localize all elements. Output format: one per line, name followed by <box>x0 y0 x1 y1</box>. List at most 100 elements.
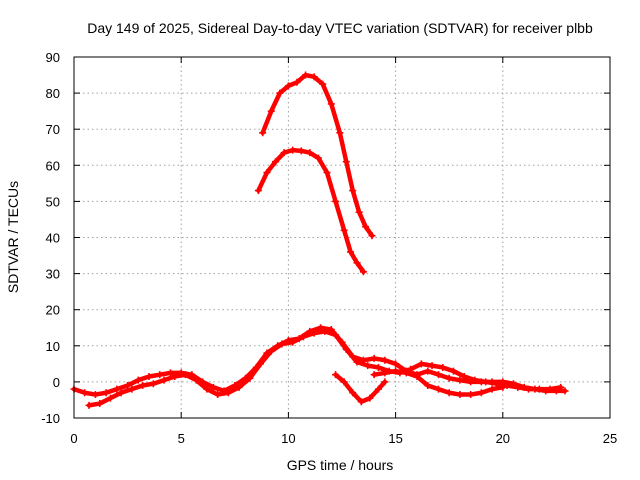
data-point-plus <box>327 100 335 108</box>
data-point-plus <box>340 226 348 234</box>
data-point-plus <box>235 383 243 391</box>
x-tick-label: 0 <box>70 431 77 446</box>
axis-ticks: 0 5 10 15 20 25 -10 0 10 20 30 40 50 60 70 80 90 <box>41 50 617 446</box>
data-point-plus <box>424 382 432 390</box>
data-point-plus <box>456 391 464 399</box>
data-point-plus <box>417 360 425 368</box>
data-point-plus <box>546 385 554 393</box>
data-point-plus <box>267 107 275 115</box>
data-point-plus <box>209 383 217 391</box>
data-point-plus <box>535 385 543 393</box>
series-track-track-low-b <box>86 329 563 408</box>
data-point-plus <box>449 367 457 375</box>
data-point-plus <box>128 385 136 393</box>
data-point-plus <box>306 149 314 157</box>
x-tick-label: 5 <box>178 431 185 446</box>
data-point-plus <box>368 232 376 240</box>
data-point-plus <box>424 367 432 375</box>
data-point-plus <box>293 78 301 86</box>
data-point-plus <box>359 268 367 276</box>
data-point-plus <box>342 158 350 166</box>
data-point-plus <box>160 376 168 384</box>
data-point-plus <box>381 369 389 377</box>
data-point-plus <box>456 376 464 384</box>
y-tick-label: 0 <box>53 375 60 390</box>
data-point-plus <box>145 372 153 380</box>
y-axis-label: SDTVAR / TECUs <box>5 181 21 293</box>
x-tick-label: 20 <box>496 431 510 446</box>
data-point-plus <box>289 146 297 154</box>
data-point-plus <box>85 401 93 409</box>
x-tick-label: 15 <box>388 431 402 446</box>
data-point-plus <box>310 329 318 337</box>
data-point-plus <box>492 380 500 388</box>
x-tick-label: 10 <box>281 431 295 446</box>
y-tick-label: 90 <box>46 50 60 65</box>
data-point-plus <box>276 89 284 97</box>
data-point-plus <box>557 383 565 391</box>
series-track-track-peak-64 <box>256 147 366 275</box>
data-point-plus <box>214 391 222 399</box>
data-point-plus <box>314 154 322 162</box>
y-tick-label: 80 <box>46 86 60 101</box>
y-tick-label: 40 <box>46 231 60 246</box>
data-point-plus <box>181 371 189 379</box>
data-point-plus <box>299 333 307 341</box>
data-point-plus <box>366 394 374 402</box>
y-tick-label: 20 <box>46 303 60 318</box>
data-point-plus <box>349 389 357 397</box>
grid <box>74 57 610 418</box>
data-point-plus <box>499 383 507 391</box>
data-point-plus <box>332 371 340 379</box>
y-tick-label: -10 <box>41 411 60 426</box>
y-tick-label: 70 <box>46 122 60 137</box>
data-point-plus <box>407 365 415 373</box>
data-point-plus <box>156 371 164 379</box>
data-point-plus <box>117 389 125 397</box>
data-point-plus <box>203 385 211 393</box>
data-point-plus <box>357 398 365 406</box>
data-point-plus <box>392 367 400 375</box>
data-point-plus <box>224 389 232 397</box>
data-point-plus <box>284 82 292 90</box>
data-point-plus <box>267 347 275 355</box>
data-point-plus <box>482 378 490 386</box>
data-point-plus <box>113 385 121 393</box>
data-point-plus <box>402 369 410 377</box>
series-track-track-dip <box>333 372 388 405</box>
data-point-plus <box>166 369 174 377</box>
data-point-plus <box>488 385 496 393</box>
data-point-plus <box>561 387 569 395</box>
data-point-plus <box>525 385 533 393</box>
data-point-plus <box>467 391 475 399</box>
data-point-plus <box>297 147 305 155</box>
data-series <box>70 71 569 409</box>
data-point-plus <box>428 362 436 370</box>
y-tick-label: 50 <box>46 194 60 209</box>
y-tick-label: 10 <box>46 339 60 354</box>
data-point-plus <box>263 169 271 177</box>
data-point-plus <box>336 129 344 137</box>
data-point-plus <box>192 376 200 384</box>
data-point-plus <box>342 345 350 353</box>
data-point-plus <box>374 363 382 371</box>
data-point-plus <box>289 338 297 346</box>
data-point-plus <box>362 223 370 231</box>
data-point-plus <box>471 376 479 384</box>
data-point-plus <box>139 382 147 390</box>
y-tick-label: 60 <box>46 158 60 173</box>
data-point-plus <box>374 385 382 393</box>
x-axis-label: GPS time / hours <box>287 457 394 473</box>
data-point-plus <box>272 158 280 166</box>
data-point-plus <box>310 73 318 81</box>
data-point-plus <box>460 372 468 380</box>
data-point-plus <box>102 389 110 397</box>
data-point-plus <box>332 197 340 205</box>
data-point-plus <box>349 187 357 195</box>
data-point-plus <box>514 383 522 391</box>
data-point-plus <box>96 400 104 408</box>
data-point-plus <box>149 380 157 388</box>
data-point-plus <box>413 372 421 380</box>
data-point-plus <box>106 394 114 402</box>
